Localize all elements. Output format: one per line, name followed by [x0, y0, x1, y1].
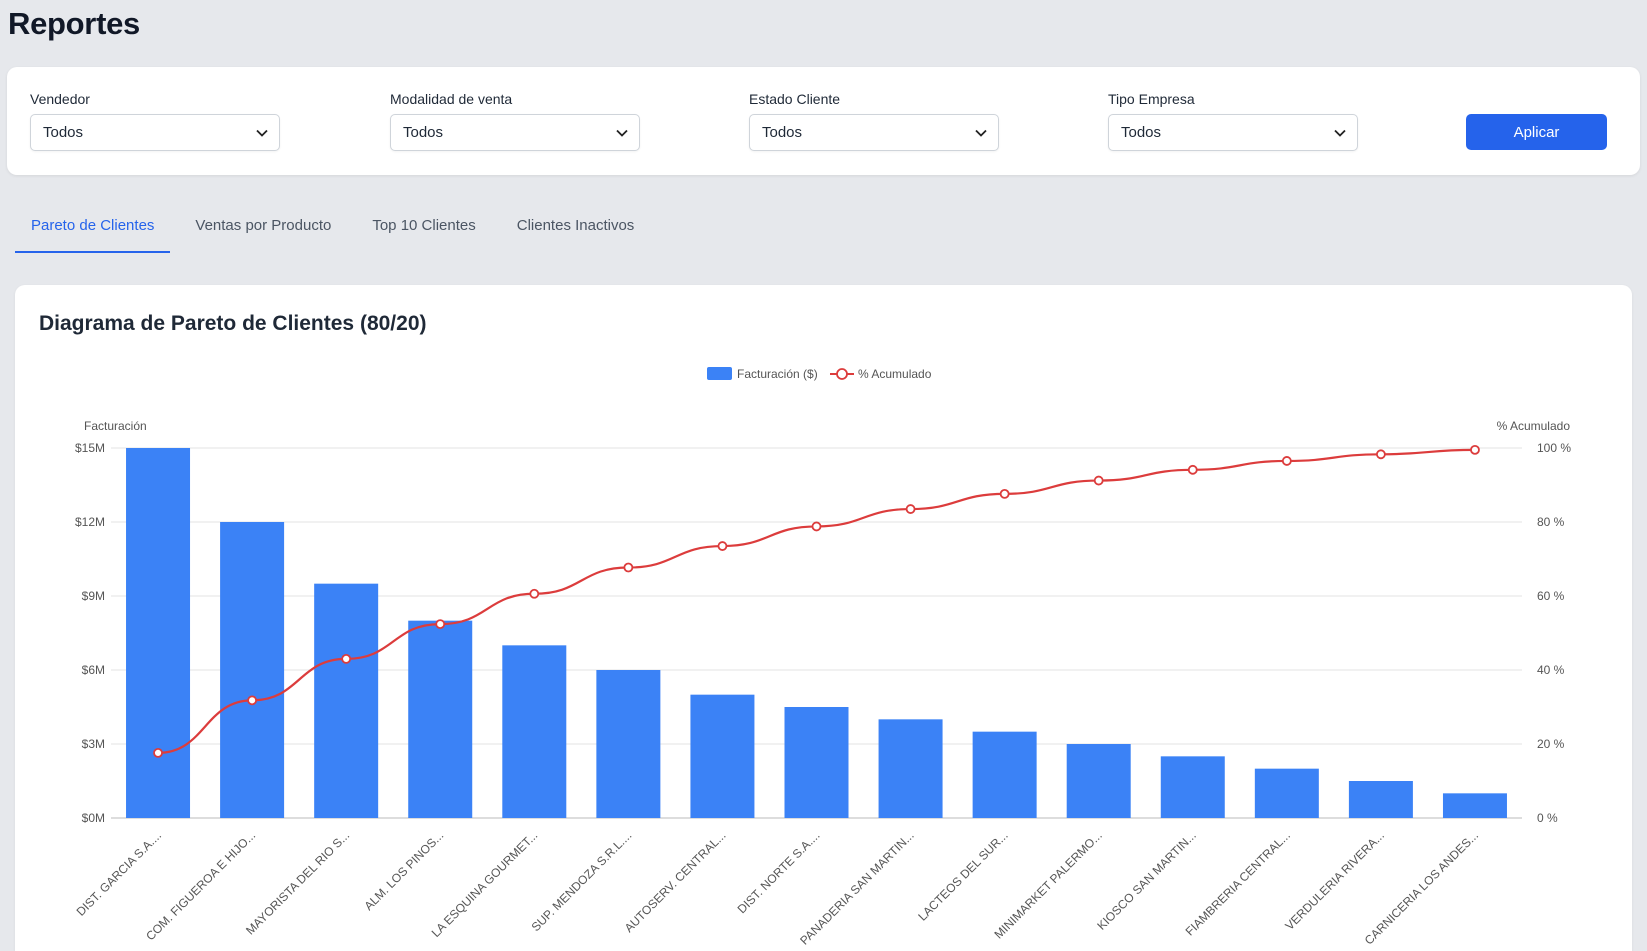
cumulative-point [153, 747, 163, 758]
cumulative-point [529, 588, 540, 599]
y2-axis-label: % Acumulado [1497, 419, 1571, 433]
cumulative-point [1281, 456, 1292, 466]
legend-label-facturacion: Facturación ($) [737, 367, 818, 381]
y-tick-label: $15M [75, 441, 105, 455]
x-tick-label: KIOSCO SAN MARTIN... [1094, 828, 1199, 933]
cumulative-point [1093, 475, 1104, 486]
x-tick-label: CARNICERIA LOS ANDES... [1362, 828, 1481, 947]
x-tick-label: FIAMBRERIA CENTRAL... [1183, 828, 1293, 938]
modalidad-select-value: Todos [403, 124, 444, 141]
bar [690, 694, 755, 818]
y2-tick-label: 20 % [1537, 737, 1565, 751]
bar [1066, 744, 1131, 818]
x-tick-label: SUP. MENDOZA S.R.L.... [529, 828, 635, 934]
y-axis-label: Facturación [84, 419, 147, 433]
cumulative-point [717, 541, 728, 551]
x-tick-label: COM. FIGUEROA E HIJO... [143, 828, 258, 943]
legend-label-acumulado: % Acumulado [858, 367, 932, 381]
tab-ventas-producto[interactable]: Ventas por Producto [195, 217, 332, 234]
y-tick-label: $12M [75, 515, 105, 529]
tab-pareto-clientes[interactable]: Pareto de Clientes [15, 205, 171, 253]
modalidad-select[interactable]: Todos [390, 114, 640, 151]
x-tick-label: MAYORISTA DEL RIO S... [243, 828, 352, 937]
chart-title: Diagrama de Pareto de Clientes (80/20) [39, 312, 427, 335]
pareto-chart-card: Diagrama de Pareto de Clientes (80/20) $… [15, 285, 1632, 951]
cumulative-point [1187, 464, 1198, 475]
x-tick-label: PANADERIA SAN MARTIN... [797, 828, 916, 947]
vendedor-select-value: Todos [43, 124, 84, 141]
bar [1442, 793, 1507, 818]
page-title: Reportes [8, 6, 140, 41]
y2-tick-label: 60 % [1537, 589, 1565, 603]
cumulative-point [341, 653, 352, 664]
tipo-empresa-select-value: Todos [1121, 124, 1162, 141]
bar [314, 583, 379, 818]
y-tick-label: $9M [82, 589, 105, 603]
y-tick-label: $6M [82, 663, 105, 677]
bar [596, 670, 661, 818]
x-tick-label: ALM. LOS PINOS... [361, 828, 446, 913]
cumulative-point [905, 504, 916, 514]
bar [1348, 781, 1413, 818]
bar [220, 522, 285, 818]
cumulative-point [811, 521, 822, 532]
x-tick-label: AUTOSERV. CENTRAL... [622, 828, 729, 935]
chevron-down-icon [974, 126, 988, 140]
tipo-empresa-select[interactable]: Todos [1108, 114, 1358, 151]
y2-tick-label: 80 % [1537, 515, 1565, 529]
bar [784, 707, 849, 818]
x-tick-label: LA ESQUINA GOURMET... [429, 828, 541, 940]
y2-tick-label: 0 % [1537, 811, 1558, 825]
x-tick-label: MINIMARKET PALERMO... [992, 828, 1105, 941]
bar [126, 448, 191, 818]
cumulative-line [158, 448, 1475, 754]
filter-modalidad: Modalidad de venta Todos [390, 91, 640, 151]
x-tick-label: VERDULERIA RIVERA... [1282, 828, 1387, 933]
filter-tipo-empresa-label: Tipo Empresa [1108, 91, 1195, 107]
pareto-chart: $0M 0 % $3M 20 % $6M 40 % $9M 60 % $12M 80 % $15M 1… [74, 367, 1571, 948]
y-tick-label: $0M [82, 811, 105, 825]
legend-swatch-bars [707, 367, 732, 380]
filter-vendedor-label: Vendedor [30, 91, 90, 107]
bar [878, 719, 943, 818]
filter-tipo-empresa: Tipo Empresa Todos [1108, 91, 1358, 151]
bar [972, 731, 1037, 818]
bar [502, 645, 567, 818]
chevron-down-icon [1333, 126, 1347, 140]
y2-tick-label: 100 % [1537, 441, 1571, 455]
legend-swatch-marker [836, 368, 848, 380]
filter-panel: Vendedor Todos Modalidad de venta Todos … [7, 67, 1640, 175]
estado-cliente-select-value: Todos [762, 124, 803, 141]
chevron-down-icon [255, 126, 269, 140]
x-tick-label: DIST. GARCIA S.A.... [74, 828, 165, 919]
filter-estado-cliente-label: Estado Cliente [749, 91, 841, 107]
cumulative-point [1376, 449, 1386, 460]
x-tick-label: DIST. NORTE S.A.... [735, 828, 823, 916]
bar [408, 620, 473, 818]
bar [1254, 768, 1319, 818]
x-tick-label: LACTEOS DEL SUR... [915, 828, 1010, 923]
chevron-down-icon [615, 126, 629, 140]
report-tabs: Pareto de Clientes Ventas por Producto T… [15, 205, 659, 253]
vendedor-select[interactable]: Todos [30, 114, 280, 151]
cumulative-point [435, 619, 446, 630]
cumulative-point [1470, 444, 1480, 455]
cumulative-point [623, 562, 634, 573]
tab-top-10-clientes[interactable]: Top 10 Clientes [372, 217, 476, 234]
tab-clientes-inactivos[interactable]: Clientes Inactivos [516, 217, 635, 234]
filter-vendedor: Vendedor Todos [30, 91, 280, 151]
y2-tick-label: 40 % [1537, 663, 1565, 677]
bar [1160, 756, 1225, 818]
cumulative-point [247, 695, 258, 706]
apply-button[interactable]: Aplicar [1466, 114, 1607, 150]
cumulative-point [999, 488, 1010, 499]
filter-modalidad-label: Modalidad de venta [390, 91, 513, 107]
filter-estado-cliente: Estado Cliente Todos [749, 91, 999, 151]
estado-cliente-select[interactable]: Todos [749, 114, 999, 151]
y-tick-label: $3M [82, 737, 105, 751]
